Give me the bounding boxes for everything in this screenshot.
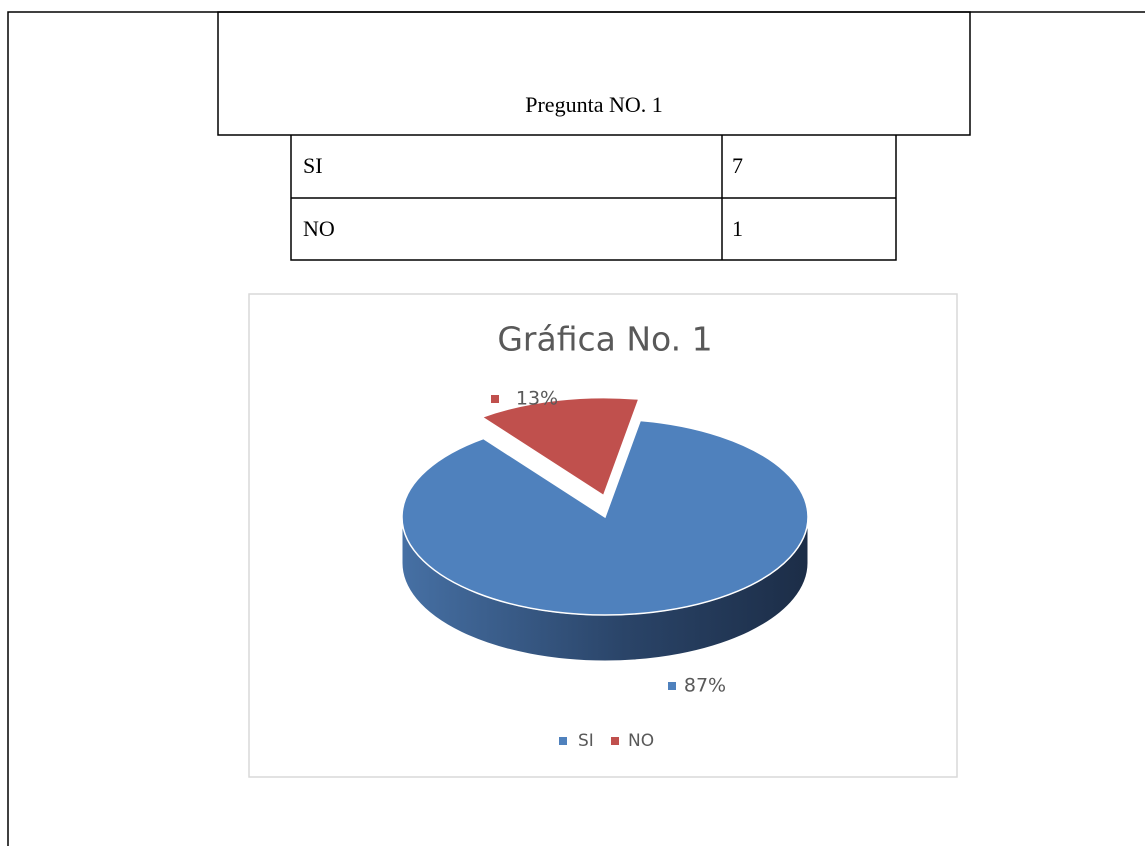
chart-title: Gráfica No. 1 bbox=[497, 320, 712, 359]
legend-label: NO bbox=[628, 731, 654, 751]
header-title: Pregunta NO. 1 bbox=[525, 92, 662, 117]
data-label: 87% bbox=[684, 675, 726, 697]
legend-marker bbox=[559, 737, 567, 745]
legend-label: SI bbox=[578, 731, 594, 751]
label-marker bbox=[491, 395, 499, 403]
data-table bbox=[290, 135, 897, 261]
header-box bbox=[217, 11, 971, 136]
label-marker bbox=[668, 682, 676, 690]
pie-slice bbox=[480, 396, 640, 497]
pie-slice bbox=[401, 419, 809, 616]
table-cell: NO bbox=[303, 216, 335, 241]
legend-marker bbox=[611, 737, 619, 745]
table-cell: 1 bbox=[732, 216, 743, 241]
table-cell: SI bbox=[303, 153, 323, 178]
table-cell: 7 bbox=[732, 153, 743, 178]
data-label: 13% bbox=[516, 388, 558, 410]
